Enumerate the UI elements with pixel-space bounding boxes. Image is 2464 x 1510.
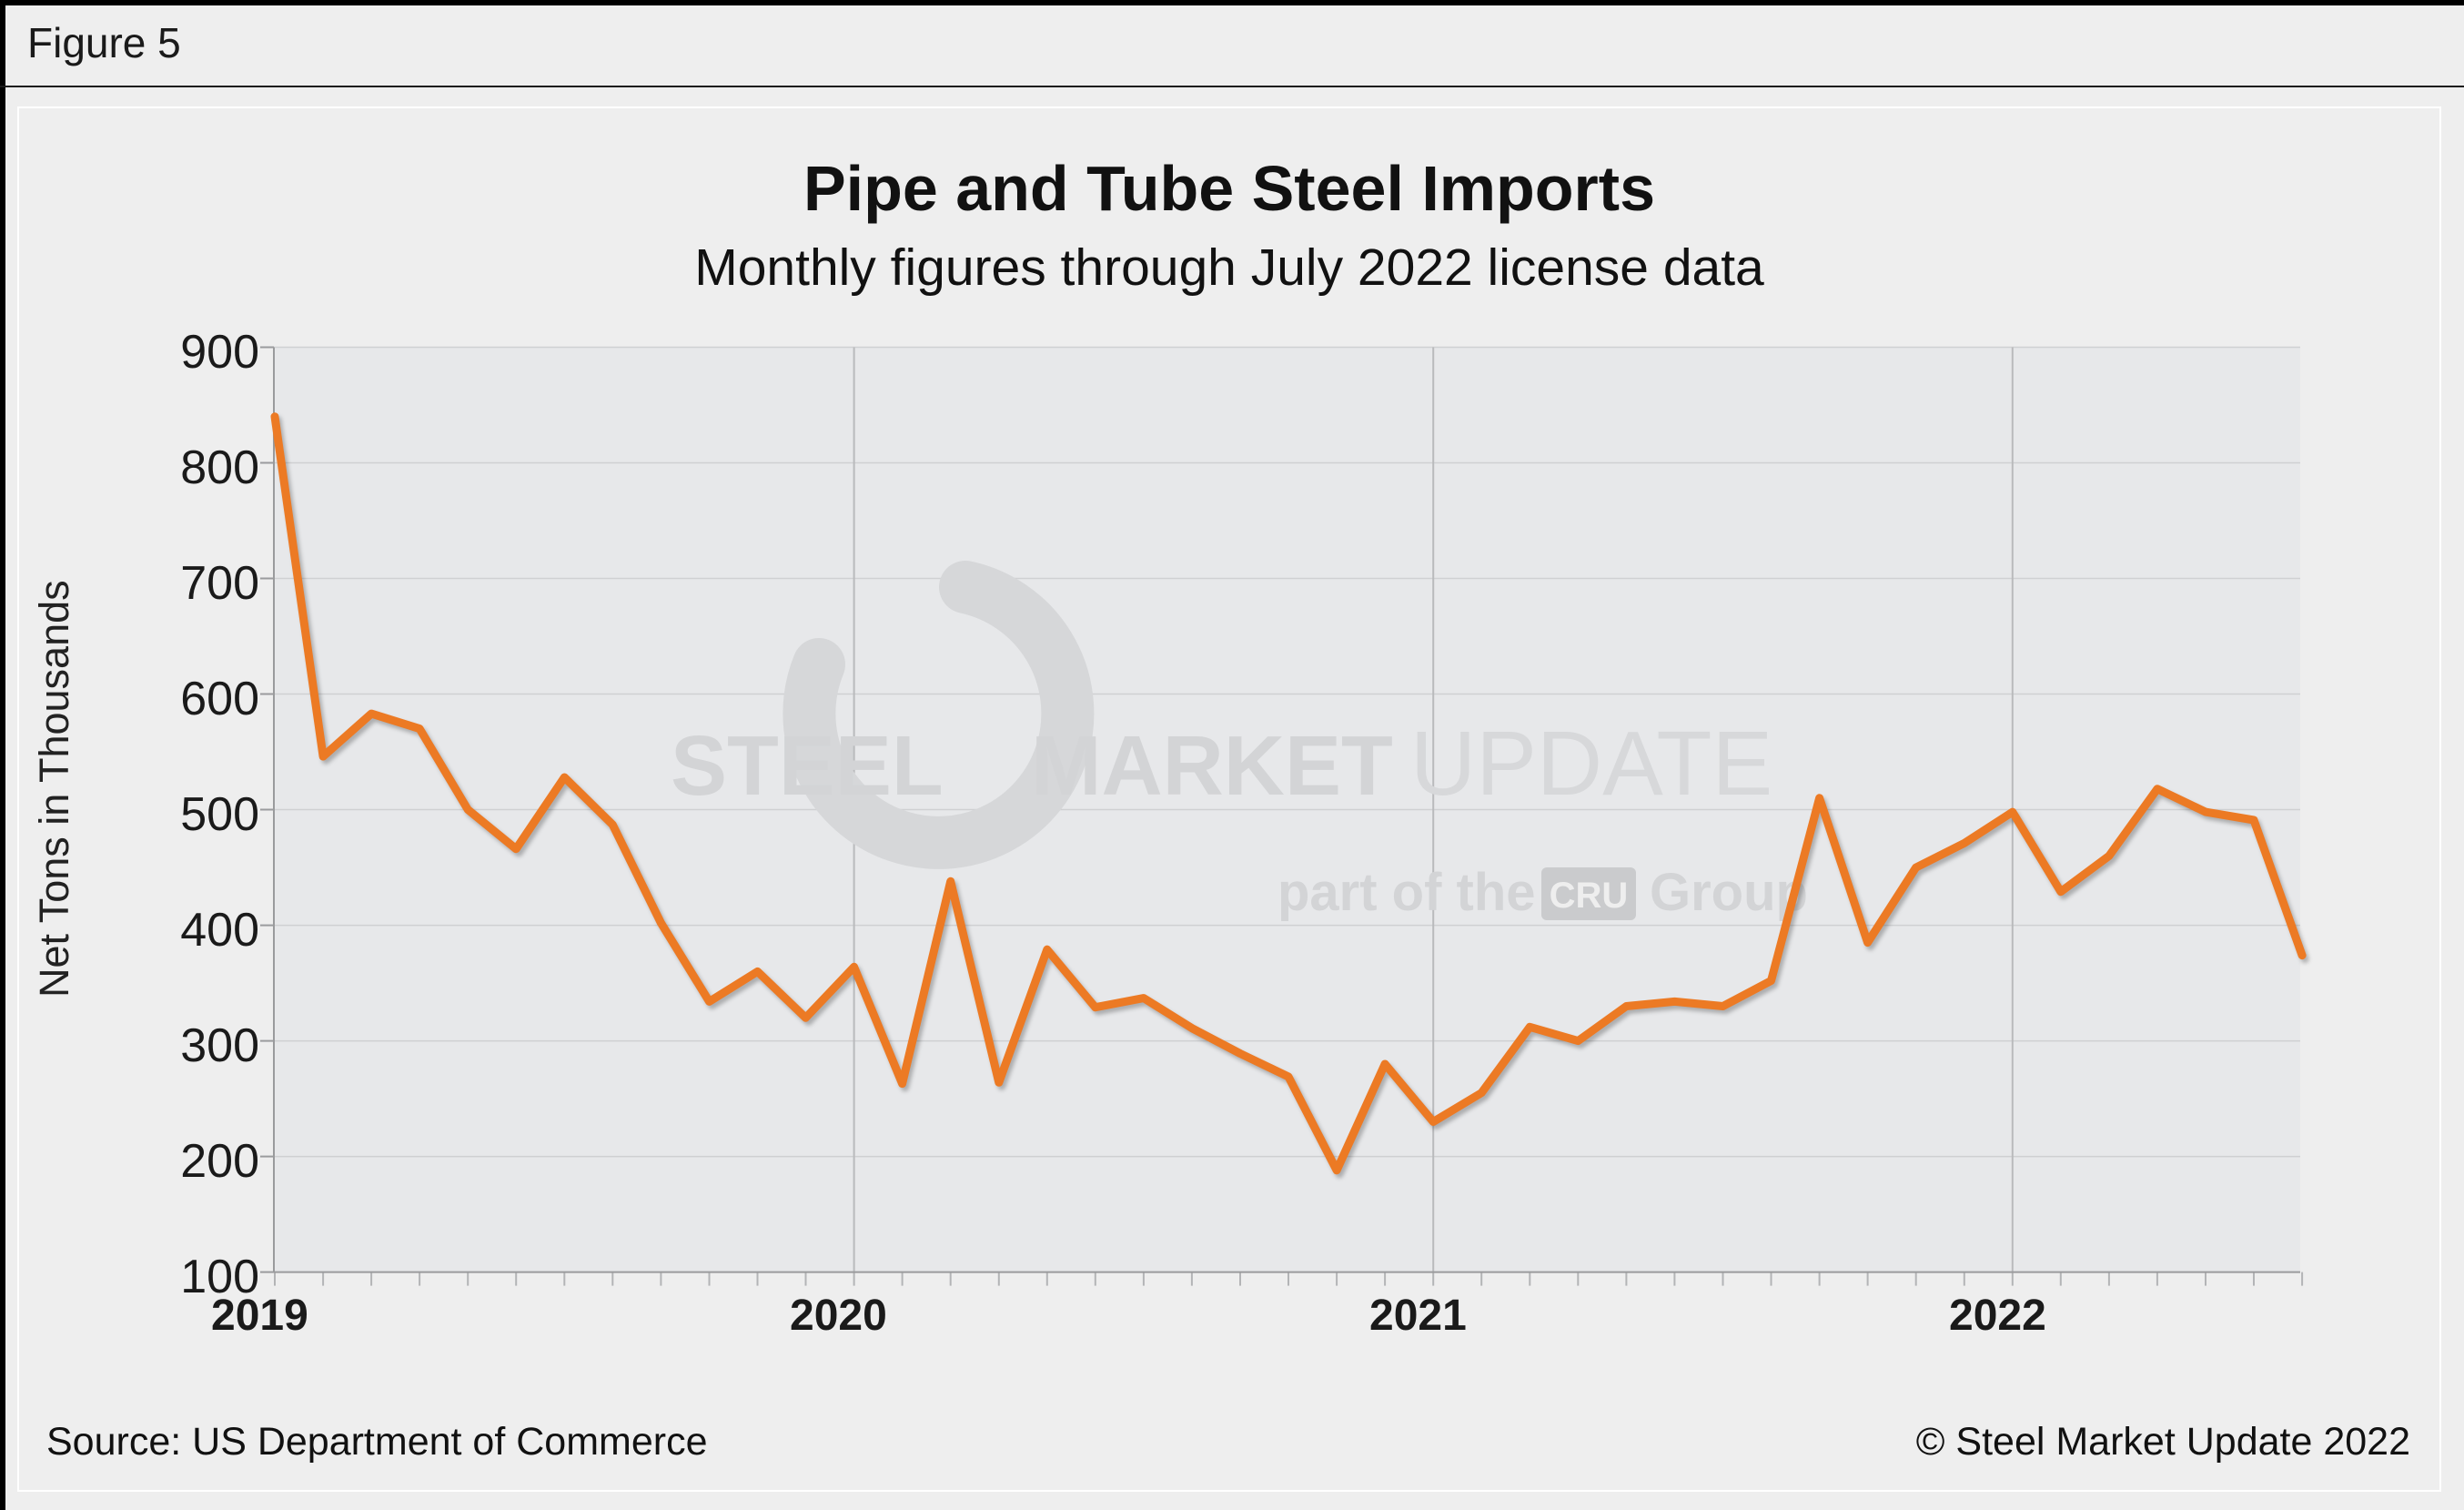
svg-text:CRU: CRU [1550,876,1629,916]
svg-text:STEEL: STEEL [671,718,944,813]
svg-text:Group: Group [1650,863,1808,922]
svg-text:UPDATE: UPDATE [1410,713,1772,815]
svg-text:part of the: part of the [1277,863,1536,922]
svg-text:MARKET: MARKET [1031,718,1393,813]
